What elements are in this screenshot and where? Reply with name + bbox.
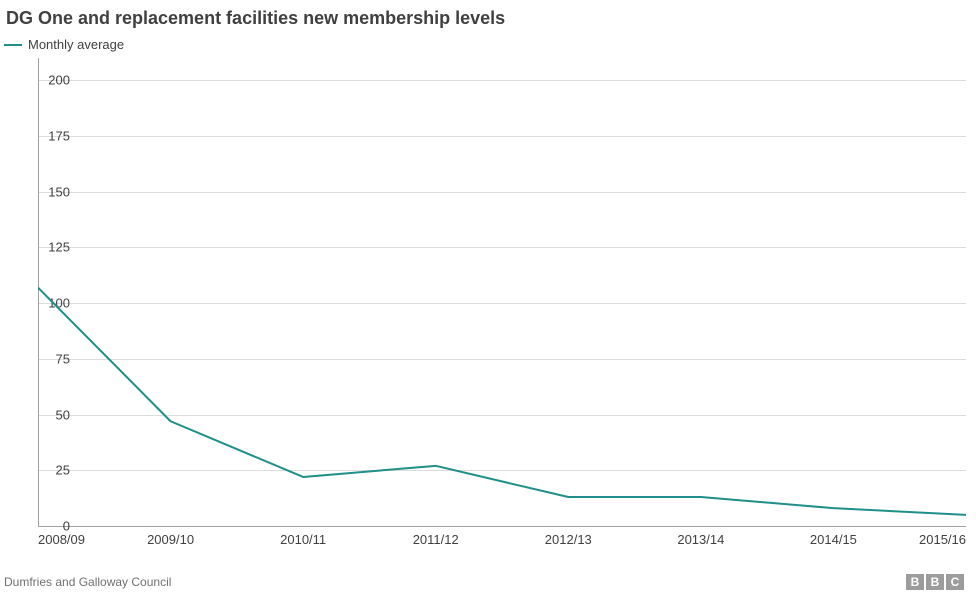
x-tick-label: 2013/14	[677, 526, 724, 547]
x-tick-label: 2011/12	[413, 526, 459, 547]
x-tick-label: 2008/09	[38, 526, 85, 547]
legend-label: Monthly average	[28, 37, 124, 52]
bbc-logo: B B C	[906, 574, 964, 590]
x-tick-label: 2010/11	[280, 526, 326, 547]
bbc-logo-letter: B	[906, 574, 924, 590]
legend: Monthly average	[4, 37, 964, 52]
x-tick-label: 2012/13	[545, 526, 592, 547]
x-tick-label: 2014/15	[810, 526, 857, 547]
x-tick-label: 2015/16	[919, 526, 966, 547]
chart-area: 02550751001251501752002008/092009/102010…	[4, 58, 966, 548]
plot-area: 02550751001251501752002008/092009/102010…	[38, 58, 966, 526]
bbc-logo-letter: B	[926, 574, 944, 590]
bbc-logo-letter: C	[946, 574, 964, 590]
x-tick-label: 2009/10	[147, 526, 194, 547]
source-text: Dumfries and Galloway Council	[4, 575, 171, 589]
chart-footer: Dumfries and Galloway Council B B C	[4, 574, 964, 590]
line-series	[38, 58, 966, 526]
chart-title: DG One and replacement facilities new me…	[6, 8, 964, 29]
chart-container: DG One and replacement facilities new me…	[0, 0, 976, 600]
legend-swatch	[4, 44, 22, 46]
